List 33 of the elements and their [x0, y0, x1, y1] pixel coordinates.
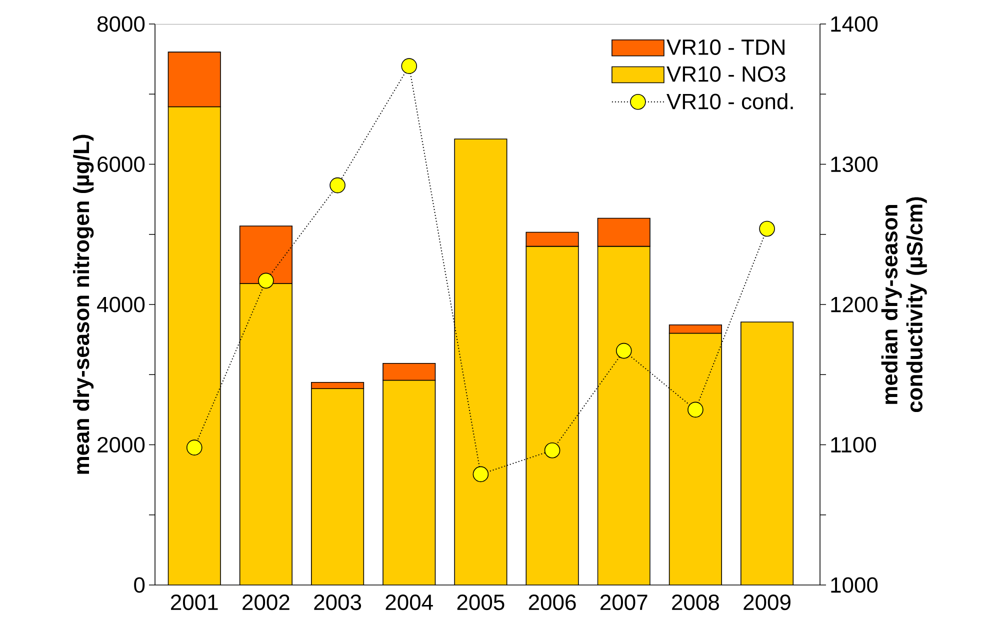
- y2-tick-label: 1200: [831, 296, 878, 312]
- point: [544, 442, 560, 458]
- y2-tick-label: 1100: [831, 436, 876, 453]
- point: [759, 220, 775, 237]
- x-tick-label: 2001: [171, 594, 218, 610]
- y2-tick-label: 1000: [831, 577, 878, 593]
- y-tick-label: 4000: [97, 296, 145, 312]
- y-tick-label: 6000: [98, 156, 145, 172]
- x-tick-label: 2005: [457, 594, 504, 610]
- point: [616, 342, 632, 359]
- y-tick-label: 2000: [98, 436, 145, 453]
- y2-tick-label: 1400: [831, 16, 878, 32]
- y-axis-title: mean dry-season nitrogen (µg/L): [73, 134, 94, 474]
- legend-label: VR10 - TDN: [666, 39, 784, 56]
- legend-label: VR10 - NO3: [666, 66, 786, 82]
- point: [401, 58, 418, 74]
- x-tick-label: 2002: [242, 594, 290, 610]
- point: [258, 272, 274, 289]
- y2-tick-label: 1300: [831, 156, 878, 172]
- x-tick-label: 2004: [386, 594, 433, 610]
- point: [186, 440, 202, 456]
- y-tick-label: 0: [134, 577, 145, 593]
- point: [330, 177, 346, 194]
- y-tick-label: 8000: [97, 16, 145, 32]
- y2-axis-title: median dry-season conductivity (µS/cm): [881, 197, 927, 412]
- x-tick-label: 2007: [600, 594, 648, 610]
- legend-label: VR10 - cond.: [666, 93, 793, 110]
- point: [688, 402, 704, 418]
- x-tick-label: 2009: [744, 594, 790, 610]
- x-tick-label: 2003: [314, 594, 362, 610]
- x-tick-label: 2008: [672, 594, 719, 610]
- x-tick-label: 2006: [528, 594, 576, 610]
- point: [472, 466, 489, 482]
